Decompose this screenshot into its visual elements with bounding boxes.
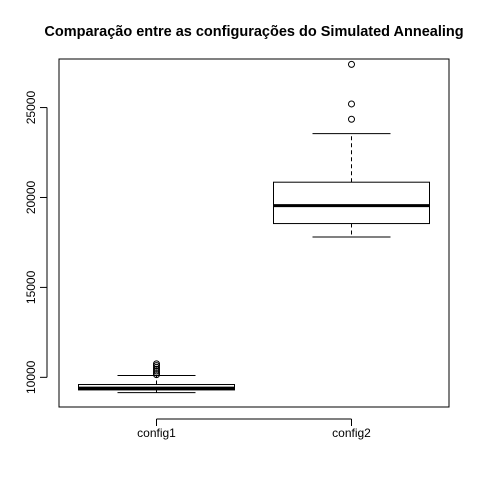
- x-tick-label: config2: [332, 426, 371, 440]
- iqr-box: [273, 181, 430, 225]
- outlier-point: [348, 60, 355, 68]
- x-tick-label: config1: [137, 426, 176, 440]
- y-tick-label: 25000: [24, 91, 38, 125]
- chart-title: Comparação entre as configurações do Sim…: [44, 24, 463, 40]
- y-tick-label: 15000: [24, 270, 38, 304]
- outlier-point: [348, 100, 355, 108]
- plot-frame: [58, 58, 450, 408]
- y-tick-label: 20000: [24, 180, 38, 214]
- x-axis: config1 config2: [137, 418, 371, 440]
- y-axis: 10000 15000 20000 25000: [24, 91, 48, 394]
- boxes-layer: [78, 60, 430, 394]
- outlier-point: [153, 360, 160, 368]
- y-tick-label: 10000: [24, 360, 38, 394]
- outlier-point: [348, 115, 355, 123]
- box-config1: [78, 360, 235, 394]
- box-config2: [273, 60, 430, 238]
